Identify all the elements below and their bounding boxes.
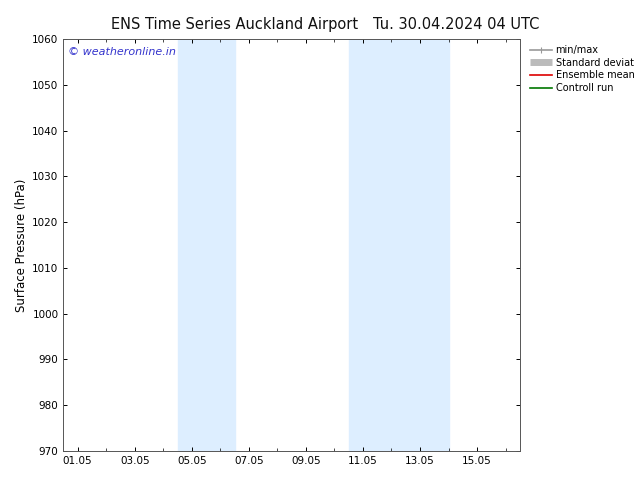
Bar bbox=[178, 39, 235, 451]
Bar bbox=[349, 39, 449, 451]
Text: ENS Time Series Auckland Airport: ENS Time Series Auckland Airport bbox=[111, 17, 358, 32]
Y-axis label: Surface Pressure (hPa): Surface Pressure (hPa) bbox=[15, 178, 28, 312]
Text: Tu. 30.04.2024 04 UTC: Tu. 30.04.2024 04 UTC bbox=[373, 17, 540, 32]
Legend: min/max, Standard deviation, Ensemble mean run, Controll run: min/max, Standard deviation, Ensemble me… bbox=[529, 44, 634, 94]
Text: © weatheronline.in: © weatheronline.in bbox=[68, 48, 176, 57]
